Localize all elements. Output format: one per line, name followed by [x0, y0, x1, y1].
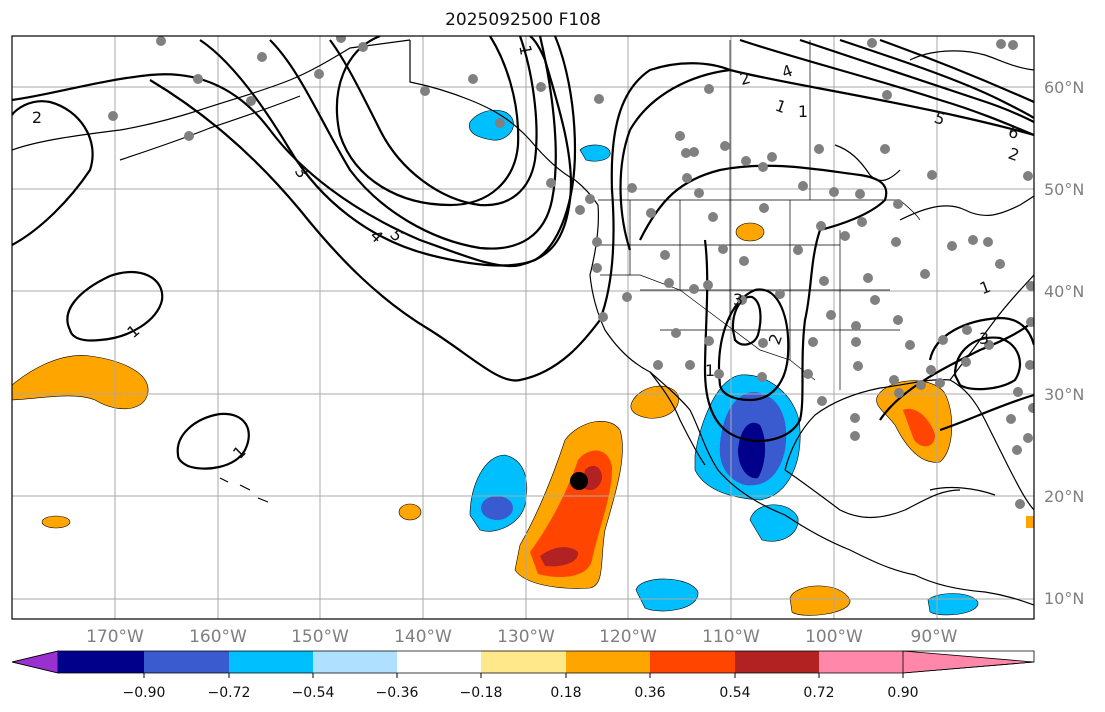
colorbar-segment	[481, 651, 566, 673]
lat-tick: 10°N	[1044, 589, 1084, 608]
lon-tick: 130°W	[497, 627, 555, 647]
colorbar-segment	[313, 651, 397, 673]
lat-tick: 30°N	[1044, 385, 1084, 404]
colorbar-segment	[229, 651, 313, 673]
lon-tick-labels: 170°W 160°W 150°W 140°W 130°W 120°W 110°…	[86, 627, 958, 647]
lon-tick: 160°W	[189, 627, 247, 647]
colorbar-label: 0.72	[803, 685, 834, 701]
lon-tick: 110°W	[702, 627, 760, 647]
colorbar-extend-high	[902, 650, 1035, 674]
colorbar-segment	[58, 651, 144, 673]
colorbar-extend-low	[11, 650, 59, 674]
map-area: 2 1 2 4 1 5 6 2 3 4 5 1 3 2 1 3 1 1 1	[12, 36, 1034, 619]
colorbar-label: 0.18	[550, 685, 581, 701]
lat-tick-labels: 60°N 50°N 40°N 30°N 20°N 10°N	[1044, 78, 1084, 608]
contour-lines	[12, 36, 1034, 470]
colorbar-segment	[144, 651, 229, 673]
lon-tick: 140°W	[394, 627, 452, 647]
lon-tick: 90°W	[911, 627, 958, 647]
colorbar-label: 0.54	[719, 685, 750, 701]
colorbar-label: −0.18	[460, 685, 503, 701]
svg-text:3: 3	[979, 329, 989, 348]
forecast-point-marker	[570, 472, 588, 490]
lon-tick: 100°W	[805, 627, 863, 647]
svg-text:1: 1	[515, 43, 535, 56]
lon-tick: 120°W	[599, 627, 657, 647]
lat-tick: 60°N	[1044, 78, 1084, 97]
svg-text:1: 1	[798, 102, 808, 121]
colorbar-label: 0.36	[634, 685, 665, 701]
svg-text:3: 3	[733, 290, 743, 309]
colorbar-label: −0.54	[292, 685, 335, 701]
lat-tick: 20°N	[1044, 487, 1084, 506]
map-frame	[11, 35, 1035, 620]
svg-text:2: 2	[738, 68, 753, 89]
colorbar-label: 0.90	[887, 685, 918, 701]
lat-tick: 40°N	[1044, 282, 1084, 301]
lat-tick: 50°N	[1044, 180, 1084, 199]
lon-tick: 150°W	[291, 627, 349, 647]
colorbar-segment	[566, 651, 650, 673]
colorbar-segment	[650, 651, 735, 673]
colorbar-label: −0.72	[208, 685, 251, 701]
colorbar-segment	[397, 651, 481, 673]
map-title: 2025092500 F108	[445, 10, 601, 30]
borders	[409, 40, 921, 390]
anomaly-fields	[12, 109, 1034, 616]
colorbar-label: −0.90	[123, 685, 166, 701]
svg-text:2: 2	[32, 108, 42, 127]
graticule	[12, 36, 1034, 619]
colorbar-label: −0.36	[376, 685, 419, 701]
colorbar: −0.90 −0.72 −0.54 −0.36 −0.18 0.18 0.36 …	[11, 650, 1035, 701]
svg-text:1: 1	[705, 361, 715, 380]
station-dots	[108, 36, 1034, 509]
colorbar-segment	[819, 651, 903, 673]
colorbar-segment	[735, 651, 819, 673]
lon-tick: 170°W	[86, 627, 144, 647]
